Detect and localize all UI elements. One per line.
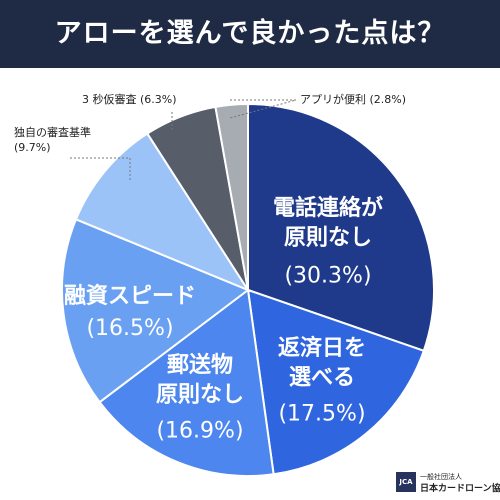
- slice-label: 電話連絡が原則なし: [273, 195, 383, 251]
- slice-label: 融資スピード: [64, 283, 196, 309]
- slice-label: 返済日を選べる: [278, 335, 366, 391]
- logo-subtitle: 一般社団法人: [420, 473, 462, 481]
- pie-slice: [61, 218, 251, 404]
- title-bar: アローを選んで良かった点は？: [0, 0, 500, 68]
- slice-label: 3 秒仮審査 (6.3%): [82, 92, 177, 106]
- pie-slice: [214, 102, 249, 291]
- slice-percent: (16.5%): [86, 316, 173, 341]
- slice-percent: (17.5%): [278, 402, 365, 427]
- slice-label: 郵送物原則なし: [156, 352, 244, 408]
- slice-label: アプリが便利 (2.8%): [300, 92, 406, 106]
- slice-percent: (30.3%): [284, 264, 371, 289]
- logo-mark: JCA: [396, 472, 416, 492]
- pie-slice: [98, 288, 275, 477]
- pie-slice: [246, 288, 426, 476]
- chart-title: アローを選んで良かった点は？: [54, 18, 446, 49]
- pie-slice: [247, 102, 435, 353]
- leader-line: [70, 157, 131, 182]
- jca-logo: JCA 一般社団法人 日本カードローン協会: [396, 470, 500, 496]
- slice-label: 独自の審査基準(9.7%): [14, 125, 91, 154]
- logo-name: 日本カードローン協会: [420, 484, 500, 494]
- slice-percent: (16.9%): [156, 419, 243, 444]
- leader-line: [229, 99, 297, 119]
- pie-slice: [74, 132, 251, 293]
